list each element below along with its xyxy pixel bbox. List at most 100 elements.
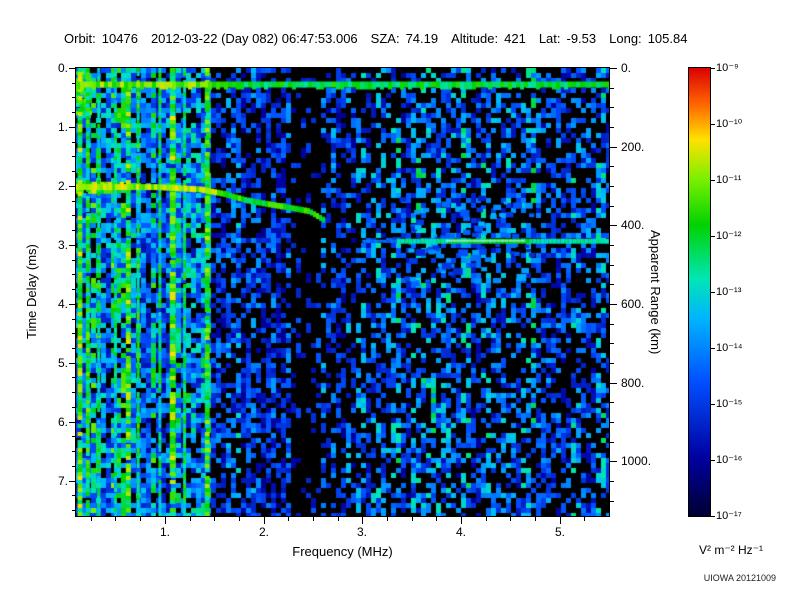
header-field-0: Orbit: 10476 bbox=[64, 31, 138, 46]
range-minor-tick bbox=[610, 166, 614, 167]
x-axis-label: Frequency (MHz) bbox=[292, 544, 393, 559]
credit-text: UIOWA 20121009 bbox=[703, 573, 776, 583]
header-field-3: Altitude: 421 bbox=[451, 31, 526, 46]
y-minor-tick bbox=[72, 319, 76, 320]
y-minor-tick bbox=[72, 466, 76, 467]
y-tick-label: 3. bbox=[57, 238, 68, 252]
range-minor-tick bbox=[610, 284, 614, 285]
y-tick-label: 7. bbox=[57, 474, 68, 488]
y-minor-tick bbox=[72, 495, 76, 496]
x-major-tick bbox=[362, 517, 363, 524]
colorbar-tick-label: 10⁻¹⁷ bbox=[716, 510, 742, 522]
x-tick-label: 5. bbox=[554, 525, 566, 539]
range-major-tick bbox=[610, 68, 617, 69]
header-field-value: 2012-03-22 (Day 082) 06:47:53.006 bbox=[150, 31, 358, 46]
colorbar-tick bbox=[711, 68, 715, 69]
y-minor-tick bbox=[72, 510, 76, 511]
y-major-tick bbox=[69, 245, 76, 246]
x-tick-label: 3. bbox=[356, 525, 368, 539]
range-minor-tick bbox=[610, 442, 614, 443]
colorbar-tick-label: 10⁻¹⁰ bbox=[716, 118, 743, 130]
header-field-value: 105.84 bbox=[647, 31, 688, 46]
range-tick-label: 0. bbox=[621, 61, 632, 75]
range-minor-tick bbox=[610, 324, 614, 325]
range-major-tick bbox=[610, 225, 617, 226]
colorbar-tick bbox=[711, 236, 715, 237]
range-minor-tick bbox=[610, 245, 614, 246]
colorbar-tick-label: 10⁻¹¹ bbox=[716, 174, 742, 186]
header-field-4: Lat: -9.53 bbox=[539, 31, 596, 46]
y-minor-tick bbox=[72, 333, 76, 334]
colorbar-unit-label: V² m⁻² Hz⁻¹ bbox=[699, 543, 763, 557]
colorbar bbox=[688, 67, 711, 517]
header-field-value: 74.19 bbox=[405, 31, 439, 46]
x-minor-tick bbox=[239, 517, 240, 521]
x-minor-tick bbox=[338, 517, 339, 521]
range-tick-label: 600. bbox=[621, 297, 645, 311]
header-field-label: Lat: bbox=[538, 31, 561, 46]
x-major-tick bbox=[165, 517, 166, 524]
range-tick-label: 400. bbox=[621, 218, 645, 232]
y-major-tick bbox=[69, 481, 76, 482]
y-minor-tick bbox=[72, 156, 76, 157]
x-minor-tick bbox=[535, 517, 536, 521]
header-field-5: Long: 105.84 bbox=[609, 31, 687, 46]
y-minor-tick bbox=[72, 215, 76, 216]
range-major-tick bbox=[610, 461, 617, 462]
header-field-label: Orbit: bbox=[64, 31, 96, 46]
x-minor-tick bbox=[584, 517, 585, 521]
y-axis-label-left: Time Delay (ms) bbox=[24, 244, 39, 340]
range-minor-tick bbox=[610, 422, 614, 423]
range-tick-label: 1000. bbox=[621, 454, 652, 468]
header-field-label: Altitude: bbox=[451, 31, 499, 46]
y-major-tick bbox=[69, 422, 76, 423]
x-tick-label: 1. bbox=[159, 525, 171, 539]
colorbar-tick-label: 10⁻¹⁶ bbox=[716, 454, 743, 466]
range-minor-tick bbox=[610, 206, 614, 207]
y-minor-tick bbox=[72, 289, 76, 290]
x-minor-tick bbox=[387, 517, 388, 521]
header-field-label: Long: bbox=[609, 31, 642, 46]
colorbar-tick bbox=[711, 348, 715, 349]
y-minor-tick bbox=[72, 260, 76, 261]
y-major-tick bbox=[69, 363, 76, 364]
y-minor-tick bbox=[72, 392, 76, 393]
range-minor-tick bbox=[610, 265, 614, 266]
header-field-2: SZA: 74.19 bbox=[371, 31, 438, 46]
x-minor-tick bbox=[486, 517, 487, 521]
x-major-tick bbox=[461, 517, 462, 524]
y-major-tick bbox=[69, 304, 76, 305]
x-minor-tick bbox=[190, 517, 191, 521]
x-minor-tick bbox=[140, 517, 141, 521]
range-minor-tick bbox=[610, 501, 614, 502]
y-minor-tick bbox=[72, 348, 76, 349]
header-field-value: 421 bbox=[504, 31, 526, 46]
x-minor-tick bbox=[288, 517, 289, 521]
range-major-tick bbox=[610, 383, 617, 384]
header-field-label: SZA: bbox=[370, 31, 400, 46]
colorbar-tick-label: 10⁻⁹ bbox=[716, 62, 739, 74]
y-axis-label-right: Apparent Range (km) bbox=[648, 229, 663, 355]
range-tick-label: 200. bbox=[621, 140, 645, 154]
x-tick-label: 2. bbox=[258, 525, 270, 539]
x-major-tick bbox=[264, 517, 265, 524]
y-minor-tick bbox=[72, 377, 76, 378]
y-tick-label: 5. bbox=[57, 356, 68, 370]
header-field-value: -9.53 bbox=[566, 31, 597, 46]
colorbar-tick bbox=[711, 180, 715, 181]
y-minor-tick bbox=[72, 451, 76, 452]
y-minor-tick bbox=[72, 274, 76, 275]
y-minor-tick bbox=[72, 436, 76, 437]
y-minor-tick bbox=[72, 171, 76, 172]
y-minor-tick bbox=[72, 201, 76, 202]
header-readout: Orbit: 10476 2012-03-22 (Day 082) 06:47:53… bbox=[64, 31, 687, 46]
y-minor-tick bbox=[72, 142, 76, 143]
range-minor-tick bbox=[610, 402, 614, 403]
range-minor-tick bbox=[610, 481, 614, 482]
range-minor-tick bbox=[610, 343, 614, 344]
range-major-tick bbox=[610, 147, 617, 148]
x-tick-label: 4. bbox=[455, 525, 467, 539]
x-major-tick bbox=[560, 517, 561, 524]
y-minor-tick bbox=[72, 407, 76, 408]
y-tick-label: 0. bbox=[57, 61, 68, 75]
